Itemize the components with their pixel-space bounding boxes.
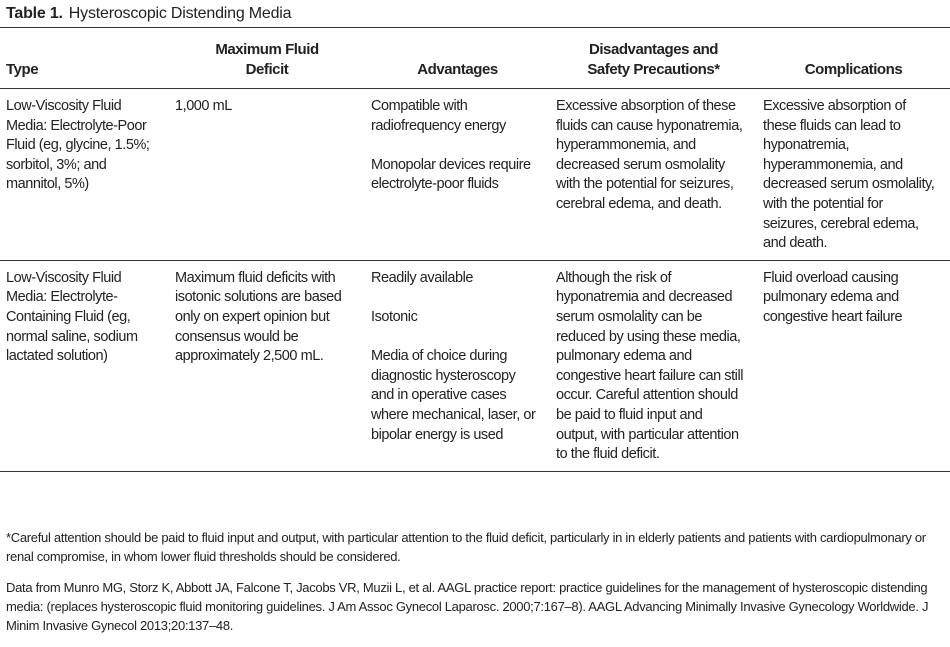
cell-text: Fluid overload causing pulmonary edema a… bbox=[763, 269, 903, 325]
source-note: Data from Munro MG, Storz K, Abbott JA, … bbox=[6, 580, 929, 633]
cell-text: Although the risk of hyponatremia and de… bbox=[556, 269, 743, 463]
cell-text: 1,000 mL bbox=[175, 98, 232, 114]
column-header: Type bbox=[0, 40, 169, 89]
cell-text: Excessive absorption of these fluids can… bbox=[763, 98, 935, 252]
table-cell: Low-Viscosity Fluid Media: Electrolyte-C… bbox=[0, 260, 169, 471]
column-header: Complications bbox=[757, 40, 950, 89]
cell-text: Readily available bbox=[371, 269, 473, 286]
column-header-text: Type bbox=[6, 61, 39, 78]
table-row: Low-Viscosity Fluid Media: Electrolyte-C… bbox=[0, 260, 950, 472]
table-cell: Although the risk of hyponatremia and de… bbox=[550, 260, 757, 471]
table-cell: Excessive absorption of these fluids can… bbox=[550, 89, 757, 261]
table-cell: Low-Viscosity Fluid Media: Electrolyte-P… bbox=[0, 89, 169, 261]
cell-text: Low-Viscosity Fluid Media: Electrolyte-P… bbox=[6, 98, 150, 193]
header-row: Type Maximum Fluid Deficit Advantages Disad… bbox=[0, 40, 950, 89]
table-body: Low-Viscosity Fluid Media: Electrolyte-P… bbox=[0, 89, 950, 472]
column-header-text: Disadvantages and Safety Precautions* bbox=[587, 41, 720, 78]
table-cell: Readily available Isotonic Media of choice… bbox=[365, 260, 550, 471]
column-header-text: Complications bbox=[804, 61, 903, 78]
table-cell: 1,000 mL bbox=[169, 89, 365, 261]
title-rule bbox=[0, 27, 950, 28]
cell-text: Low-Viscosity Fluid Media: Electrolyte-C… bbox=[6, 269, 138, 365]
cell-text: Isotonic bbox=[371, 308, 418, 325]
footnote: *Careful attention should be paid to flu… bbox=[6, 530, 926, 564]
table-cell: Compatible with radiofrequency energy Mon… bbox=[365, 89, 550, 261]
column-header-text: Advantages bbox=[417, 61, 498, 78]
table-title-text: Hysteroscopic Distending Media bbox=[68, 5, 292, 22]
cell-text: Compatible with radiofrequency energy bbox=[371, 98, 506, 134]
column-header: Maximum Fluid Deficit bbox=[169, 40, 365, 89]
cell-text: Excessive absorption of these fluids can… bbox=[556, 98, 743, 212]
column-header: Disadvantages and Safety Precautions* bbox=[550, 40, 757, 89]
table-label: Table 1. bbox=[6, 5, 63, 22]
cell-text: Monopolar devices require electrolyte-po… bbox=[371, 156, 531, 193]
column-header-text: Maximum Fluid Deficit bbox=[215, 41, 319, 78]
table-cell: Excessive absorption of these fluids can… bbox=[757, 89, 950, 261]
notes: *Careful attention should be paid to flu… bbox=[6, 528, 944, 647]
cell-text: Maximum fluid deficits with isotonic sol… bbox=[175, 269, 342, 365]
table: Type Maximum Fluid Deficit Advantages Disad… bbox=[0, 40, 950, 472]
column-header: Advantages bbox=[365, 40, 550, 89]
table-cell: Fluid overload causing pulmonary edema a… bbox=[757, 260, 950, 471]
cell-text: Media of choice during diagnostic hyster… bbox=[371, 348, 536, 443]
table-row: Low-Viscosity Fluid Media: Electrolyte-P… bbox=[0, 89, 950, 261]
table-title: Table 1. Hysteroscopic Distending Media bbox=[6, 5, 292, 23]
table-cell: Maximum fluid deficits with isotonic sol… bbox=[169, 260, 365, 471]
